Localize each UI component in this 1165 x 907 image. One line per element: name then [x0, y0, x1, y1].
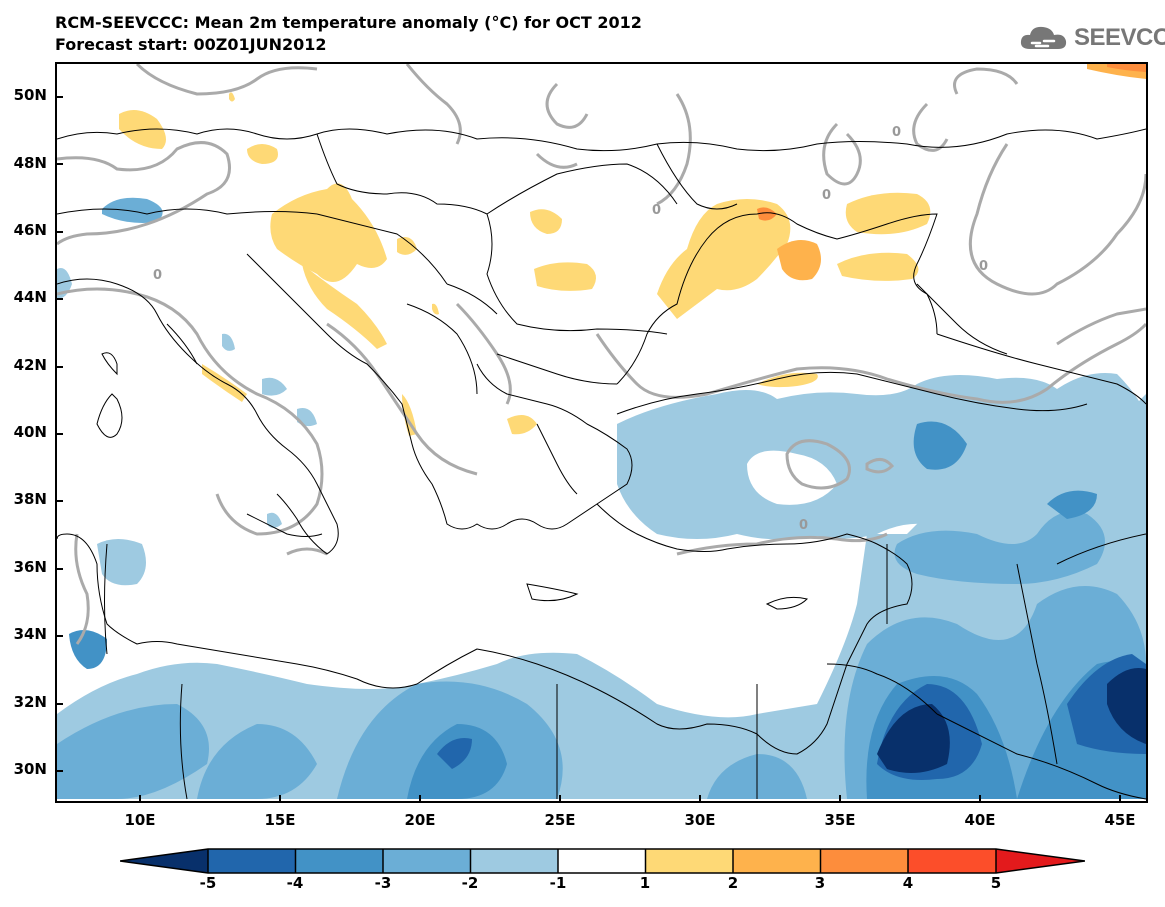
lat-label-30n: 30N	[13, 760, 47, 778]
contour-label: 0	[652, 203, 661, 218]
lon-tick	[839, 795, 841, 803]
lat-tick	[55, 163, 63, 165]
lon-tick	[419, 795, 421, 803]
colorbar-segment	[295, 849, 383, 873]
lat-label-44n: 44N	[13, 288, 47, 306]
colorbar-segment-above-5	[996, 849, 1085, 873]
contour-label: 0	[799, 518, 808, 533]
lat-tick	[55, 433, 63, 435]
lon-tick	[139, 795, 141, 803]
lon-label-10e: 10E	[124, 811, 156, 829]
lat-label-36n: 36N	[13, 558, 47, 576]
colorbar-segment	[645, 849, 733, 873]
colorbar-label: -1	[549, 874, 567, 892]
colorbar-label: 5	[990, 874, 1002, 892]
colorbar-label: 3	[814, 874, 826, 892]
lon-tick	[699, 795, 701, 803]
lat-tick	[55, 96, 63, 98]
colorbar-label: 4	[902, 874, 914, 892]
lat-label-34n: 34N	[13, 625, 47, 643]
colorbar-segment	[208, 849, 296, 873]
lat-label-48n: 48N	[13, 154, 47, 172]
lon-tick	[1119, 795, 1121, 803]
lon-label-40e: 40E	[964, 811, 996, 829]
contour-labels: 0 0 0 0 0 0	[153, 125, 988, 533]
colorbar	[120, 848, 1085, 874]
lon-tick	[979, 795, 981, 803]
cloud-icon	[1020, 26, 1067, 49]
contour-label: 0	[822, 188, 831, 203]
colorbar-segment	[908, 849, 996, 873]
lon-tick	[559, 795, 561, 803]
colorbar-segment	[383, 849, 471, 873]
lon-label-35e: 35E	[824, 811, 856, 829]
colorbar-label: -2	[461, 874, 479, 892]
lat-tick	[55, 635, 63, 637]
forecast-start: Forecast start: 00Z01JUN2012	[55, 35, 327, 54]
contour-label: 0	[979, 259, 988, 274]
contour-label: 0	[153, 268, 162, 283]
lat-tick	[55, 366, 63, 368]
lat-tick	[55, 500, 63, 502]
colorbar-label: 2	[727, 874, 739, 892]
lon-label-25e: 25E	[544, 811, 576, 829]
lat-tick	[55, 231, 63, 233]
colorbar-segment	[820, 849, 908, 873]
lat-tick	[55, 568, 63, 570]
lat-tick	[55, 770, 63, 772]
lat-tick	[55, 298, 63, 300]
anomaly-map: 0 0 0 0 0 0	[57, 64, 1146, 800]
colorbar-label: -5	[199, 874, 217, 892]
coastlines-and-borders	[57, 128, 1146, 800]
seevccc-logo: SEEVCCC	[1018, 22, 1165, 54]
colorbar-segment	[558, 849, 646, 873]
lon-label-15e: 15E	[264, 811, 296, 829]
lat-tick	[55, 703, 63, 705]
contour-label: 0	[892, 125, 901, 140]
lat-label-38n: 38N	[13, 490, 47, 508]
warm-anomaly-regions	[119, 64, 1146, 436]
lon-tick	[279, 795, 281, 803]
lat-label-42n: 42N	[13, 356, 47, 374]
colorbar-segment	[470, 849, 558, 873]
cold-anomaly-regions	[57, 197, 1146, 799]
lat-label-46n: 46N	[13, 221, 47, 239]
colorbar-label: 1	[639, 874, 651, 892]
logo-text: SEEVCCC	[1074, 24, 1165, 51]
lat-label-50n: 50N	[13, 86, 47, 104]
map-panel[interactable]: 0 0 0 0 0 0	[55, 62, 1148, 803]
lat-label-40n: 40N	[13, 423, 47, 441]
lat-label-32n: 32N	[13, 693, 47, 711]
colorbar-label: -4	[286, 874, 304, 892]
colorbar-segment	[733, 849, 821, 873]
colorbar-segment-below-minus-5	[120, 849, 208, 873]
lon-label-45e: 45E	[1104, 811, 1136, 829]
zero-anomaly-contours	[57, 64, 1146, 645]
lon-label-20e: 20E	[404, 811, 436, 829]
colorbar-label: -3	[374, 874, 392, 892]
map-title: RCM-SEEVCCC: Mean 2m temperature anomaly…	[55, 13, 642, 32]
lon-label-30e: 30E	[684, 811, 716, 829]
